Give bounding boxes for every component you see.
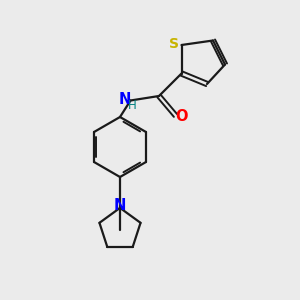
Text: H: H [128,99,136,112]
Text: S: S [169,37,179,50]
Text: N: N [114,198,126,213]
Text: N: N [118,92,131,106]
Text: O: O [175,109,188,124]
